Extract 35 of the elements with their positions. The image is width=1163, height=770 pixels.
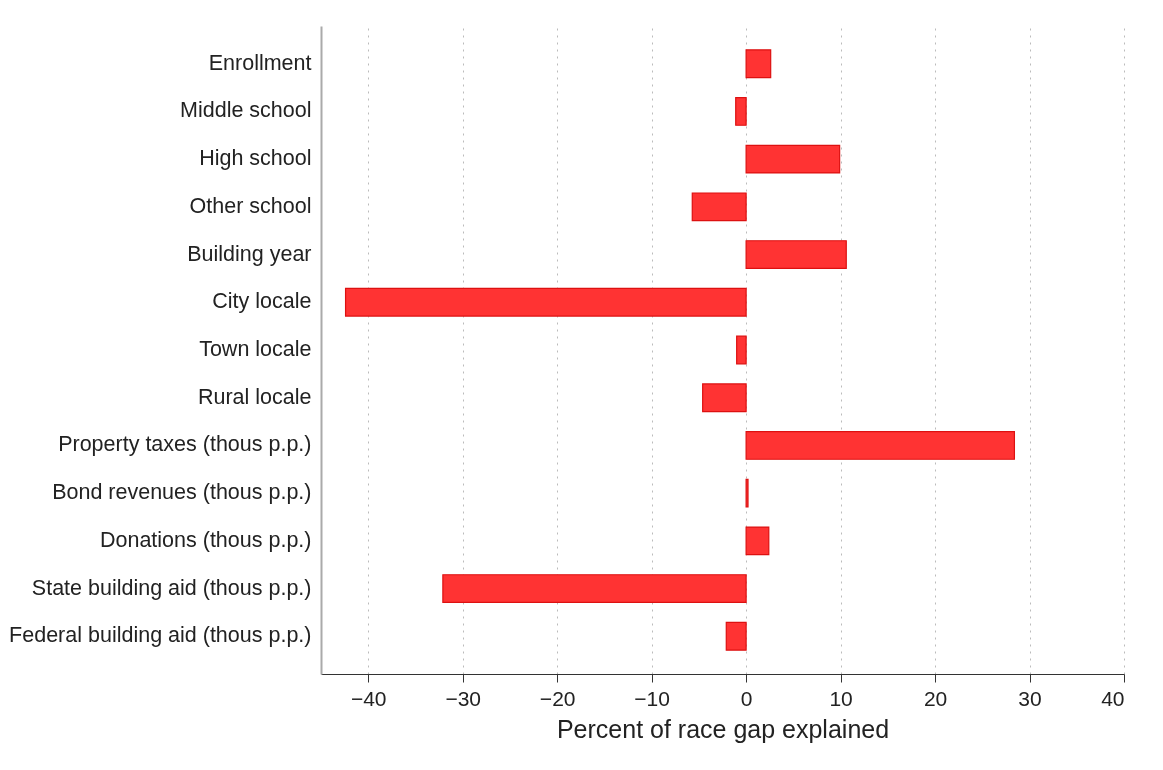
x-tick-label: −30 (445, 686, 482, 710)
x-tick-label: 20 (923, 686, 948, 710)
x-tick-label: −20 (539, 686, 576, 710)
y-tick-label: High school (199, 146, 312, 171)
x-tick-label: −10 (634, 686, 670, 710)
bar (442, 574, 747, 604)
y-tick-label: Donations (thous p.p.) (99, 527, 312, 552)
y-tick-label: Rural locale (197, 384, 312, 409)
bar (725, 621, 747, 651)
y-tick-label: State building aid (thous p.p.) (31, 575, 312, 600)
x-tick-label: −40 (350, 686, 387, 710)
x-axis-title: Percent of race gap explained (556, 714, 890, 743)
y-tick-label: City locale (212, 289, 312, 314)
y-tick-label: Bond revenues (thous p.p.) (52, 480, 312, 505)
bar (736, 335, 747, 365)
y-tick-label: Building year (187, 241, 312, 266)
y-tick-label: Town locale (199, 337, 312, 361)
bar (735, 96, 747, 126)
x-tick-label: 10 (829, 686, 853, 710)
bar (745, 526, 770, 556)
bar (745, 431, 1016, 460)
x-tick-label: 40 (1101, 686, 1125, 710)
bar (344, 287, 747, 317)
bar (745, 144, 841, 174)
bar (745, 240, 847, 269)
bar (745, 49, 772, 79)
bar (691, 192, 747, 222)
x-tick-label: 30 (1018, 686, 1042, 710)
y-tick-label: Federal building aid (thous p.p.) (9, 623, 312, 648)
y-tick-label: Other school (189, 193, 312, 218)
y-tick-label: Property taxes (thous p.p.) (58, 432, 312, 457)
bar (702, 383, 747, 413)
x-tick-label: 0 (740, 686, 753, 710)
y-tick-label: Middle school (180, 98, 312, 123)
y-tick-label: Enrollment (208, 50, 312, 75)
